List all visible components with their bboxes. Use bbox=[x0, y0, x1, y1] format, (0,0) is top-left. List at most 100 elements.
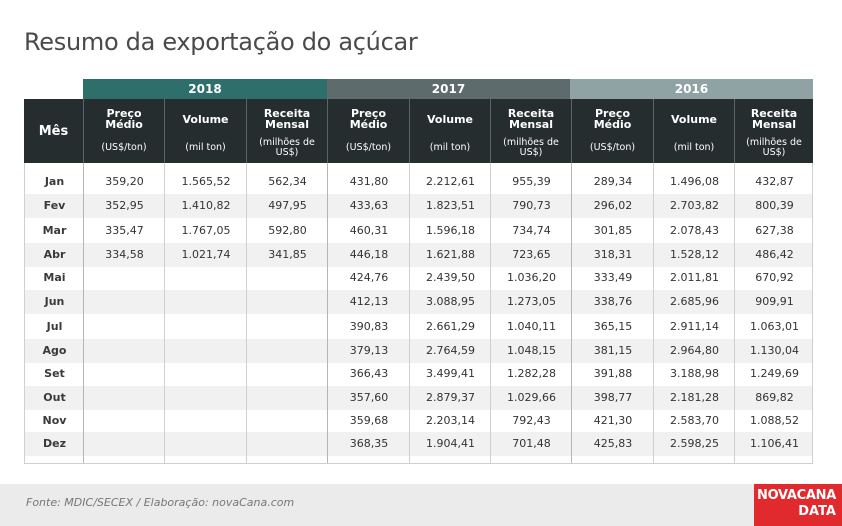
column-unit: (milhões de US$) bbox=[503, 137, 559, 158]
value-cell: 592,80 bbox=[268, 224, 307, 237]
value-cell: 2.598,25 bbox=[670, 437, 719, 450]
value-cell: 446,18 bbox=[349, 248, 389, 261]
column-label: Volume bbox=[671, 112, 717, 126]
value-cell: 1.021,74 bbox=[181, 248, 231, 261]
month-cell: Set bbox=[44, 367, 65, 380]
value-cell: 390,83 bbox=[349, 320, 389, 333]
value-cell bbox=[84, 362, 165, 386]
value-cell: 398,77 bbox=[593, 391, 633, 404]
value-cell: 3.499,41 bbox=[426, 367, 475, 380]
table-row: Mai 424,76 2.439,50 1.036,20 333,49 2.011,81 6… bbox=[25, 266, 812, 290]
value-cell: 2.764,59 bbox=[426, 344, 475, 357]
column-unit: (mil ton) bbox=[429, 142, 471, 153]
value-cell: 425,83 bbox=[593, 437, 633, 450]
value-cell: 562,34 bbox=[268, 175, 307, 188]
year-header-row: 2018 2017 2016 bbox=[83, 79, 813, 99]
value-cell: 335,47 bbox=[105, 224, 144, 237]
table-row: Abr 334,58 1.021,74 341,85 446,18 1.621,88 723… bbox=[25, 243, 812, 267]
value-cell: 486,42 bbox=[755, 248, 794, 261]
value-cell: 341,85 bbox=[268, 248, 307, 261]
value-cell: 357,60 bbox=[349, 391, 389, 404]
value-cell: 379,13 bbox=[349, 344, 389, 357]
column-unit: (mil ton) bbox=[185, 142, 226, 153]
month-cell: Ago bbox=[42, 344, 67, 357]
value-cell: 701,48 bbox=[512, 437, 551, 450]
month-cell: Mar bbox=[42, 224, 67, 237]
table-row: Jan 359,20 1.565,52 562,34 431,80 2.212,61 955… bbox=[25, 170, 812, 194]
column-unit: (mil ton) bbox=[673, 142, 715, 153]
value-cell: 3.088,95 bbox=[426, 295, 475, 308]
table-row: Mar 335,47 1.767,05 592,80 460,31 1.596,18 734… bbox=[25, 219, 812, 243]
value-cell bbox=[247, 339, 328, 363]
value-cell: 365,15 bbox=[593, 320, 633, 333]
month-cell: Dez bbox=[43, 437, 66, 450]
value-cell: 432,87 bbox=[755, 175, 794, 188]
month-cell: Mai bbox=[43, 271, 66, 284]
table-row: Out 357,60 2.879,37 1.029,66 398,77 2.181,28 8… bbox=[25, 386, 812, 410]
column-label: Receita Mensal bbox=[263, 107, 311, 131]
table-row: Jun 412,13 3.088,95 1.273,05 338,76 2.685,96 9… bbox=[25, 290, 812, 314]
table-row: Dez 368,35 1.904,41 701,48 425,83 2.598,25 1.1… bbox=[25, 432, 812, 456]
table-row: Set 366,43 3.499,41 1.282,28 391,88 3.188,98 1… bbox=[25, 362, 812, 386]
value-cell bbox=[165, 362, 247, 386]
value-cell: 1.130,04 bbox=[750, 344, 799, 357]
value-cell: 431,80 bbox=[349, 175, 389, 188]
month-column-header: Mês bbox=[38, 123, 69, 139]
value-cell: 333,49 bbox=[593, 271, 633, 284]
value-cell bbox=[165, 315, 247, 339]
value-cell: 909,91 bbox=[755, 295, 794, 308]
value-cell: 352,95 bbox=[105, 199, 144, 212]
value-cell: 366,43 bbox=[349, 367, 389, 380]
value-cell bbox=[247, 290, 328, 314]
table-row: Jul 390,83 2.661,29 1.040,11 365,15 2.911,14 1… bbox=[25, 315, 812, 339]
value-cell: 433,63 bbox=[349, 199, 389, 212]
header-volume-2018: Volume (mil ton) bbox=[164, 99, 246, 163]
value-cell bbox=[84, 290, 165, 314]
value-cell: 1.596,18 bbox=[426, 224, 475, 237]
column-label: Volume bbox=[182, 112, 229, 126]
logo-line-1: NOVACANA bbox=[757, 488, 836, 503]
header-receita-mensal-2017: Receita Mensal (milhões de US$) bbox=[490, 99, 571, 163]
header-receita-mensal-2018: Receita Mensal (milhões de US$) bbox=[246, 99, 327, 163]
novacana-data-logo: NOVACANA DATA bbox=[754, 484, 842, 526]
value-cell: 2.911,14 bbox=[670, 320, 719, 333]
month-cell: Jan bbox=[44, 175, 65, 188]
value-cell: 1.249,69 bbox=[750, 367, 799, 380]
source-note: Fonte: MDIC/SECEX / Elaboração: novaCana… bbox=[26, 496, 295, 509]
month-cell: Out bbox=[43, 391, 66, 404]
value-cell bbox=[247, 362, 328, 386]
value-cell bbox=[84, 315, 165, 339]
value-cell: 2.212,61 bbox=[426, 175, 475, 188]
value-cell: 2.661,29 bbox=[426, 320, 475, 333]
column-unit: (milhões de US$) bbox=[746, 137, 802, 158]
value-cell bbox=[84, 266, 165, 290]
value-cell: 1.036,20 bbox=[507, 271, 556, 284]
value-cell bbox=[165, 290, 247, 314]
value-cell: 670,92 bbox=[755, 271, 794, 284]
value-cell bbox=[247, 315, 328, 339]
value-cell bbox=[247, 409, 328, 433]
value-cell bbox=[165, 339, 247, 363]
year-header-2017: 2017 bbox=[327, 79, 570, 99]
column-divider bbox=[83, 163, 84, 463]
value-cell: 424,76 bbox=[349, 271, 389, 284]
value-cell: 359,68 bbox=[349, 414, 389, 427]
value-cell: 2.203,14 bbox=[426, 414, 475, 427]
column-label: Volume bbox=[427, 112, 473, 126]
value-cell bbox=[84, 339, 165, 363]
value-cell: 800,39 bbox=[755, 199, 794, 212]
value-cell: 1.496,08 bbox=[670, 175, 719, 188]
table-header: Mês Preço Médio (US$/ton) Volume (mil ton) R… bbox=[24, 99, 813, 163]
value-cell: 334,58 bbox=[105, 248, 144, 261]
header-preco-medio-2016: Preço Médio (US$/ton) bbox=[571, 99, 653, 163]
value-cell: 1.904,41 bbox=[426, 437, 475, 450]
value-cell: 2.439,50 bbox=[426, 271, 475, 284]
value-cell: 1.823,51 bbox=[426, 199, 475, 212]
logo-line-2: DATA bbox=[798, 504, 836, 519]
value-cell: 2.011,81 bbox=[670, 271, 719, 284]
footer: Fonte: MDIC/SECEX / Elaboração: novaCana… bbox=[0, 484, 842, 526]
value-cell: 2.879,37 bbox=[426, 391, 475, 404]
value-cell: 1.767,05 bbox=[181, 224, 231, 237]
value-cell: 412,13 bbox=[349, 295, 389, 308]
value-cell: 2.964,80 bbox=[670, 344, 719, 357]
